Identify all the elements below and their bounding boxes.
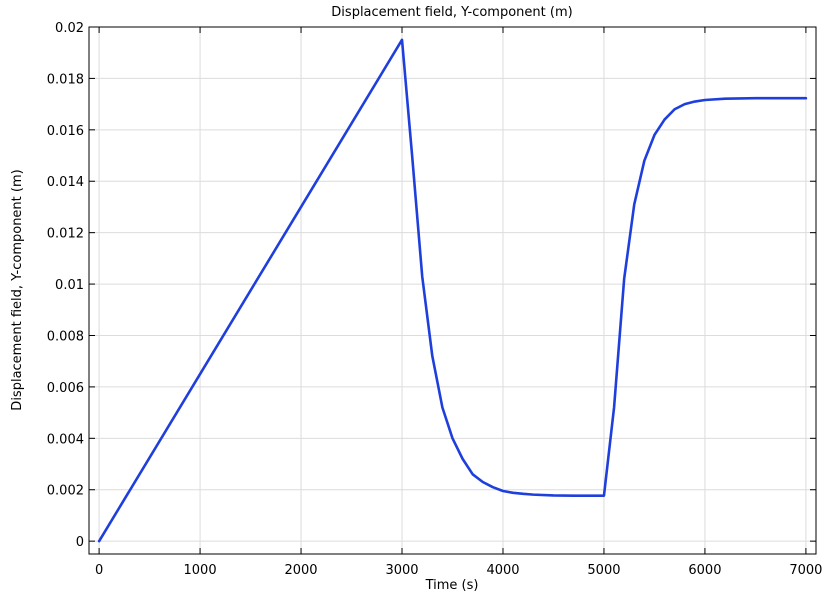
y-tick-labels: 0 0.002 0.004 0.006 0.008 0.01 0.012 0.014 0.016… [47, 21, 84, 550]
plot-area-frame [88, 26, 817, 555]
y-tick-label: 0.014 [47, 175, 84, 190]
x-tick-label: 0 [95, 563, 103, 578]
chart-title: Displacement field, Y-component (m) [331, 5, 572, 20]
y-tick-label: 0.02 [55, 21, 84, 36]
series-layer [97, 38, 808, 543]
y-tick-label: 0.016 [47, 124, 84, 139]
y-tick-label: 0.004 [47, 432, 84, 447]
x-tick-label: 2000 [284, 563, 317, 578]
y-tick-label: 0 [76, 535, 84, 550]
grid [89, 26, 816, 554]
x-tick-label: 6000 [688, 563, 721, 578]
x-tick-label: 3000 [385, 563, 418, 578]
y-tick-label: 0.018 [47, 72, 84, 87]
x-tick-label: 1000 [184, 563, 217, 578]
y-tick-label: 0.01 [55, 278, 84, 293]
y-axis-title: Displacement field, Y-component (m) [10, 169, 25, 410]
series-line [97, 38, 808, 543]
y-tick-label: 0.006 [47, 381, 84, 396]
y-tick-label: 0.002 [47, 484, 84, 499]
x-tick-label: 7000 [789, 563, 822, 578]
x-tick-label: 4000 [486, 563, 519, 578]
x-axis-title: Time (s) [425, 578, 479, 593]
axis-ticks [89, 26, 816, 554]
x-tick-label: 5000 [587, 563, 620, 578]
y-tick-label: 0.008 [47, 329, 84, 344]
y-tick-label: 0.012 [47, 227, 84, 242]
x-tick-labels: 0 1000 2000 3000 4000 5000 6000 7000 [95, 563, 822, 578]
